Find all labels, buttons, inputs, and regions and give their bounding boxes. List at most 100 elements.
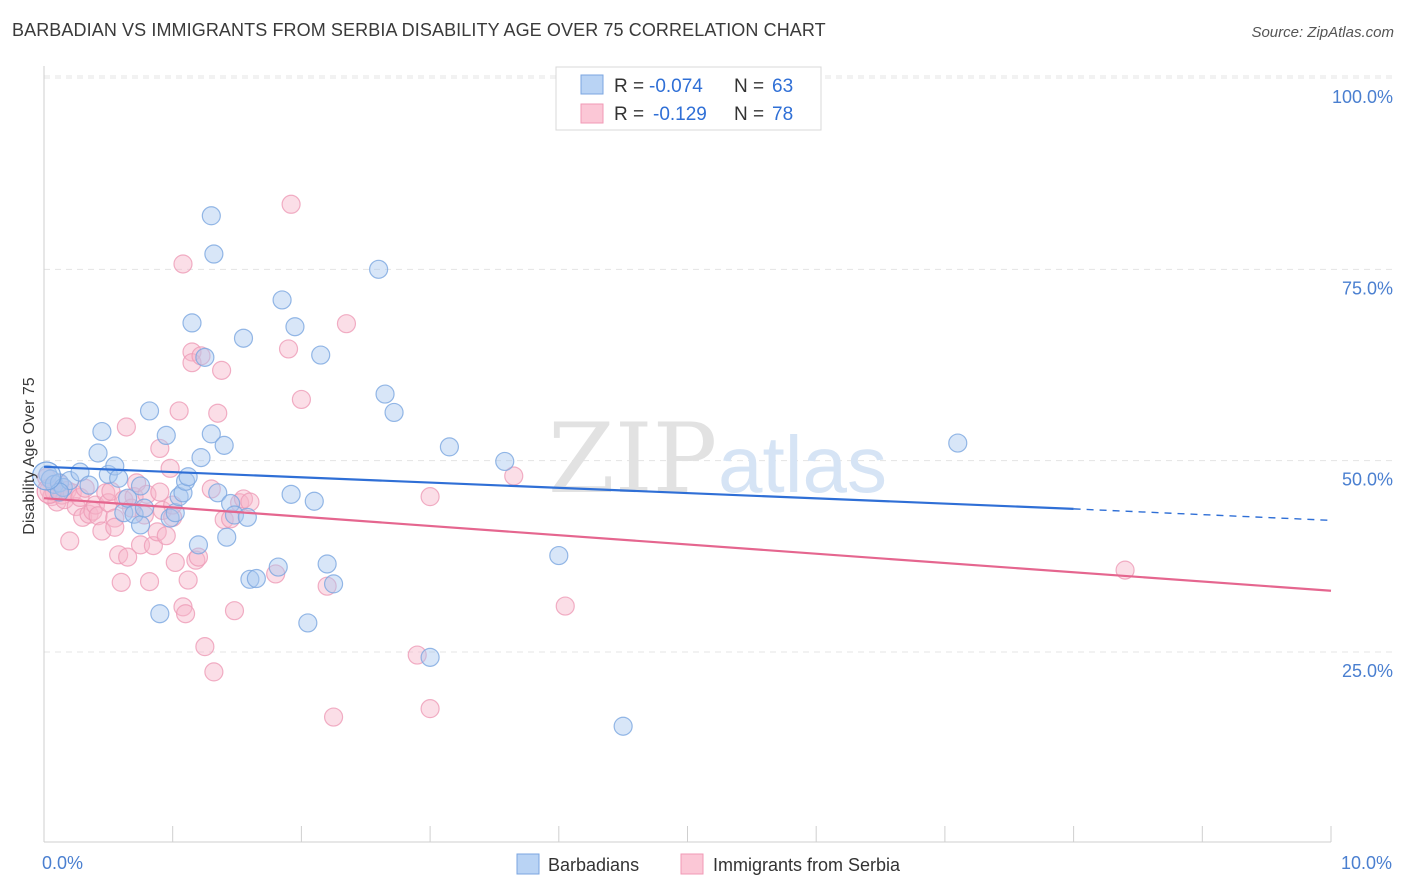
legend-r-value-2: -0.129 <box>653 104 707 125</box>
barbadian-point-8 <box>88 443 108 463</box>
serbia-point-19 <box>92 521 112 541</box>
barbadian-point-55 <box>384 402 404 423</box>
barbadian-point-49 <box>304 491 324 511</box>
y-axis-title: Disability Age Over 75 <box>21 377 38 535</box>
y-tick-label-1: 50.0% <box>1342 470 1393 490</box>
trend-barbadians <box>43 465 1074 510</box>
serbia-point-70 <box>281 194 301 214</box>
serbia-point-67 <box>240 492 260 512</box>
y-tick-label-3: 100.0% <box>1332 87 1393 107</box>
barbadian-point-30 <box>191 448 211 468</box>
series-legend: Barbadians Immigrants from Serbia <box>516 853 901 875</box>
serbia-point-73 <box>323 707 344 727</box>
serbia-point-46 <box>165 552 185 573</box>
barbadian-point-20 <box>150 604 170 624</box>
barbadian-point-29 <box>188 535 209 555</box>
barbadian-point-12 <box>109 468 129 488</box>
axes <box>43 66 1332 843</box>
barbadian-point-51 <box>317 554 337 574</box>
serbia-point-57 <box>195 637 215 657</box>
serbia-point-64 <box>224 601 245 621</box>
correlation-legend: R = -0.074 N = 63 R = -0.129 N = 78 <box>555 66 822 131</box>
legend-swatch-barbadians <box>580 74 604 95</box>
serbia-point-40 <box>150 482 170 502</box>
serbia-point-63 <box>221 509 241 529</box>
barbadian-point-27 <box>178 467 198 487</box>
barbadian-point-57 <box>439 437 460 457</box>
serbia-point-28 <box>116 417 136 437</box>
trend-serbia <box>43 497 1332 592</box>
serbia-points <box>36 194 1135 727</box>
legend-n-label-2: N = <box>734 104 764 125</box>
serbia-point-18 <box>88 506 108 526</box>
barbadian-point-40 <box>233 328 254 348</box>
legend-n-label-1: N = <box>734 76 764 97</box>
legend-r-value-1: -0.074 <box>649 76 703 97</box>
serbia-point-24 <box>105 517 125 537</box>
serbia-point-54 <box>186 550 206 570</box>
serbia-point-60 <box>208 403 228 423</box>
barbadian-point-33 <box>201 206 221 226</box>
serbia-point-29 <box>118 547 138 567</box>
watermark-zip: ZIP <box>548 403 717 515</box>
x-tick-max: 10.0% <box>1341 853 1392 873</box>
watermark-atlas: atlas <box>718 420 887 509</box>
legend-r-label-2: R = <box>614 104 644 125</box>
barbadian-point-58 <box>495 451 515 472</box>
bottom-legend-barbadians: Barbadians <box>548 855 639 875</box>
barbadian-point-48 <box>298 613 318 633</box>
barbadian-point-31 <box>195 347 215 367</box>
barbadian-points <box>31 206 968 736</box>
chart-title: BARBADIAN VS IMMIGRANTS FROM SERBIA DISA… <box>12 20 826 40</box>
barbadian-point-52 <box>323 574 344 594</box>
y-tick-label-2: 75.0% <box>1342 278 1393 298</box>
barbadian-point-37 <box>217 527 237 547</box>
serbia-point-59 <box>204 662 224 682</box>
serbia-point-76 <box>420 699 440 719</box>
y-tick-labels: 25.0% 50.0% 75.0% 100.0% <box>1332 87 1393 681</box>
serbia-point-61 <box>212 360 232 380</box>
serbia-point-50 <box>175 604 196 624</box>
barbadian-point-36 <box>214 435 234 455</box>
barbadian-point-54 <box>375 384 395 404</box>
serbia-point-26 <box>111 572 131 592</box>
bottom-legend-serbia: Immigrants from Serbia <box>713 855 901 875</box>
serbia-point-69 <box>278 339 299 359</box>
bottom-legend-swatch-serbia <box>680 853 704 875</box>
barbadian-point-47 <box>285 317 305 337</box>
barbadian-point-59 <box>549 545 569 566</box>
barbadian-point-28 <box>182 313 202 333</box>
barbadian-point-large <box>31 461 62 491</box>
barbadian-point-53 <box>369 259 389 279</box>
legend-swatch-serbia <box>580 103 604 124</box>
trend-barbadians-extension <box>1073 508 1332 522</box>
bottom-legend-swatch-barbadians <box>516 853 540 875</box>
barbadian-point-42 <box>240 569 260 589</box>
serbia-point-51 <box>178 570 198 590</box>
barbadian-point-61 <box>948 433 968 453</box>
barbadian-point-21 <box>156 425 176 446</box>
serbia-point-43 <box>160 458 180 478</box>
grid-lines <box>44 75 1392 653</box>
y-tick-label-0: 25.0% <box>1342 661 1393 681</box>
barbadian-point-46 <box>281 484 301 504</box>
serbia-point-36 <box>139 571 160 592</box>
barbadian-point-56 <box>420 647 440 667</box>
legend-n-value-1: 63 <box>772 76 793 97</box>
barbadian-point-43 <box>246 568 266 589</box>
barbadian-point-19 <box>139 401 160 421</box>
source-label: Source: ZipAtlas.com <box>1251 24 1394 41</box>
barbadian-point-18 <box>134 498 154 518</box>
trend-lines <box>43 465 1332 592</box>
serbia-point-47 <box>169 401 189 421</box>
barbadian-point-34 <box>204 244 224 264</box>
barbadian-point-22 <box>160 508 180 528</box>
barbadian-point-44 <box>268 557 288 577</box>
barbadian-point-17 <box>130 476 151 496</box>
serbia-point-49 <box>173 254 193 274</box>
serbia-point-74 <box>336 314 357 334</box>
barbadian-point-32 <box>201 424 221 444</box>
barbadian-point-41 <box>237 507 257 527</box>
barbadian-point-50 <box>311 345 331 365</box>
